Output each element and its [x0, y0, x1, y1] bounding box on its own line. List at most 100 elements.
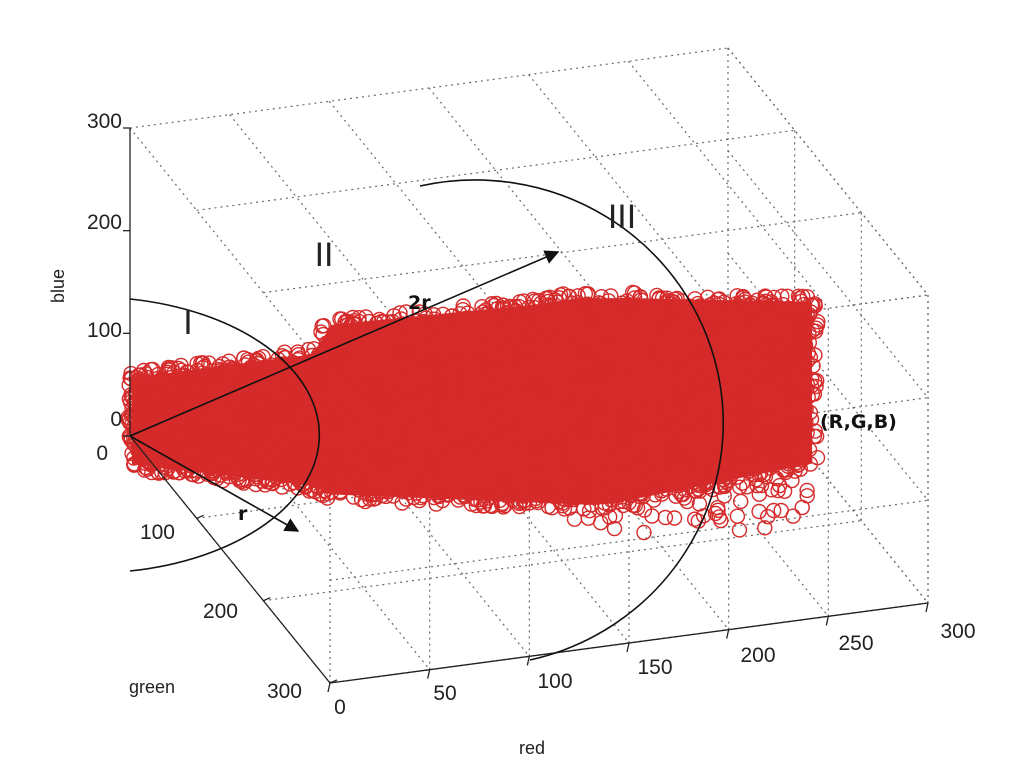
data-point [470, 466, 487, 482]
data-point [724, 402, 740, 418]
data-point [127, 386, 144, 402]
x-tick-label: 250 [838, 632, 873, 655]
data-point [342, 323, 358, 339]
data-point [713, 301, 729, 317]
data-point [362, 491, 378, 507]
grid-line [528, 74, 730, 323]
data-point [379, 397, 395, 413]
data-point [756, 437, 773, 453]
data-point [457, 310, 474, 327]
tick-mark [626, 642, 630, 653]
data-point [357, 372, 374, 388]
data-point [146, 436, 163, 452]
data-point [796, 296, 812, 313]
data-point [563, 303, 579, 319]
data-point [395, 394, 411, 410]
data-point [411, 304, 428, 320]
data-point [546, 413, 563, 429]
data-point [723, 339, 739, 356]
data-point [604, 476, 621, 492]
data-point [676, 416, 692, 432]
data-point [267, 364, 283, 380]
data-point [695, 426, 711, 442]
data-point [732, 295, 748, 311]
data-point [614, 295, 630, 311]
data-point [741, 319, 757, 335]
x-axis-label: red [519, 738, 545, 758]
data-point [760, 509, 776, 525]
data-point [222, 361, 239, 378]
data-point [403, 358, 419, 375]
data-point [354, 465, 370, 481]
data-point [322, 450, 338, 467]
data-point [246, 385, 262, 401]
data-point [703, 306, 719, 323]
data-point [648, 409, 664, 426]
data-point [354, 472, 370, 488]
data-point [629, 500, 646, 516]
grid-line [727, 355, 929, 604]
rgb-point-label: (R,G,B) [820, 411, 897, 433]
z-tick-label: 100 [87, 319, 122, 342]
data-point [450, 463, 466, 479]
data-point [592, 317, 608, 333]
data-point [251, 355, 267, 371]
data-point [454, 474, 470, 490]
data-point [245, 393, 261, 410]
data-point [264, 444, 280, 460]
data-point [199, 466, 216, 482]
data-point [449, 356, 466, 372]
data-point [657, 439, 673, 456]
data-point [300, 442, 316, 459]
y-tick-label: 100 [140, 521, 175, 544]
data-point [365, 465, 381, 482]
data-point [221, 469, 237, 485]
data-point [732, 479, 748, 495]
data-point [323, 346, 339, 362]
data-point [616, 297, 633, 314]
data-point [647, 466, 663, 482]
data-point [366, 405, 382, 421]
data-point [244, 417, 261, 433]
data-point [789, 389, 805, 406]
data-point [798, 414, 814, 430]
data-point [140, 383, 156, 399]
data-point [565, 489, 581, 506]
data-point [540, 363, 556, 380]
data-point [703, 408, 720, 424]
data-point [644, 508, 660, 524]
data-point [487, 384, 504, 400]
grid-line [428, 395, 630, 644]
data-point [743, 343, 759, 359]
data-point [498, 361, 514, 377]
data-point [657, 456, 673, 472]
data-point [137, 407, 153, 423]
data-point [469, 387, 485, 404]
data-point [447, 381, 463, 397]
data-point [251, 350, 267, 366]
data-point [228, 451, 245, 467]
data-point [578, 345, 594, 361]
data-point [501, 484, 517, 500]
data-point [340, 368, 356, 384]
data-point [650, 457, 666, 474]
data-point [555, 333, 572, 349]
data-point [527, 324, 543, 340]
data-point [442, 382, 459, 398]
data-point [244, 462, 260, 478]
data-point [640, 352, 656, 369]
data-point [230, 466, 246, 482]
data-point [398, 419, 415, 435]
data-point [576, 501, 592, 517]
data-point [189, 355, 205, 372]
data-point [787, 387, 804, 403]
data-point [380, 366, 397, 382]
tick-mark [263, 597, 271, 602]
data-point [476, 438, 492, 454]
data-point [503, 343, 519, 359]
data-point [406, 419, 423, 436]
x-tick-label: 0 [334, 696, 346, 719]
data-point [525, 291, 541, 308]
data-point [556, 501, 573, 517]
data-point [427, 485, 444, 501]
